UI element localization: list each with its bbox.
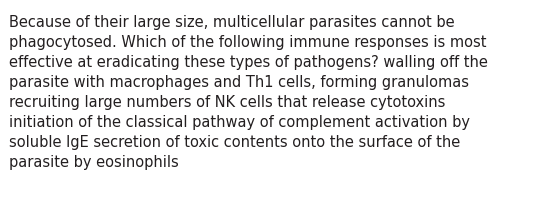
Text: Because of their large size, multicellular parasites cannot be
phagocytosed. Whi: Because of their large size, multicellul… xyxy=(9,15,488,170)
